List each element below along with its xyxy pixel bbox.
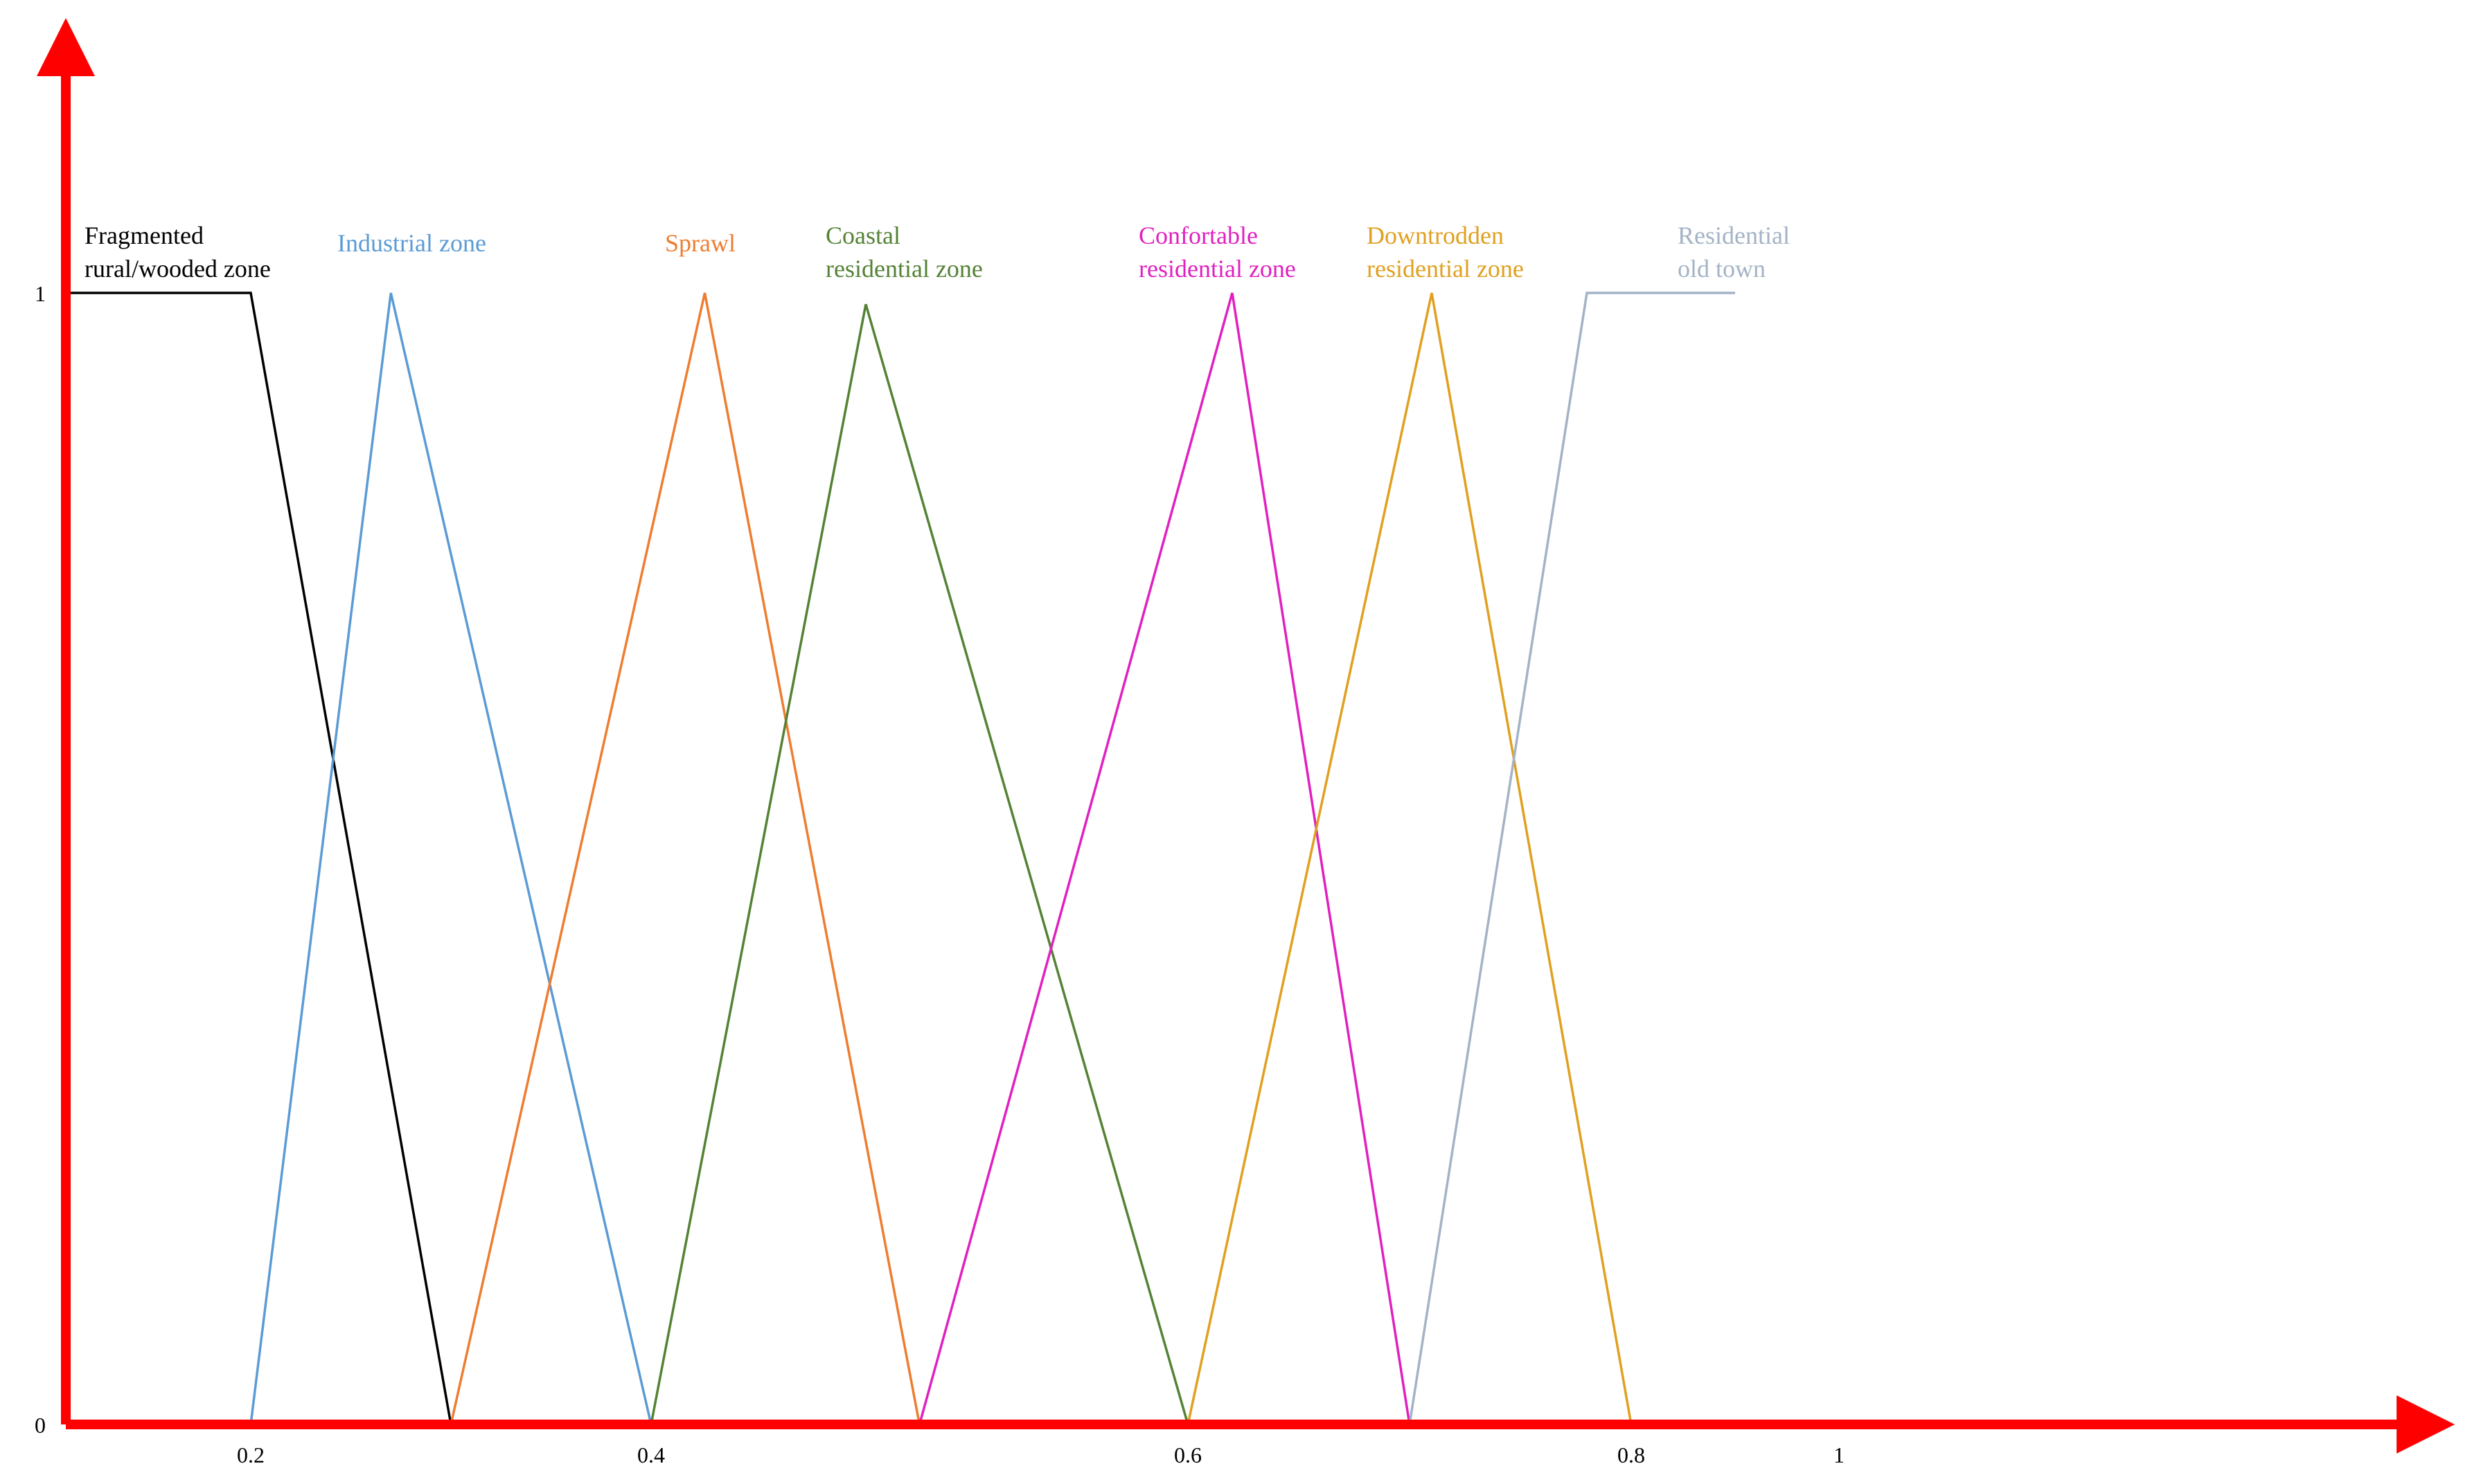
x-tick-label: 0.2: [237, 1442, 265, 1467]
series-label-line: residential zone: [826, 255, 983, 283]
series-label-2: Industrial zone: [337, 229, 486, 257]
series-label-line: residential zone: [1139, 255, 1296, 283]
series-label-line: rural/wooded zone: [85, 255, 271, 283]
series-line-2: [249, 292, 652, 1425]
series-line-3: [450, 292, 921, 1425]
x-tick-label: 0.6: [1174, 1442, 1202, 1467]
label-layer: Fragmented rural/wooded zone Industrial zo…: [85, 222, 1790, 283]
series-line-7: [1408, 292, 1735, 1425]
y-tick-label: 0: [35, 1413, 46, 1438]
series-label-line: Sprawl: [665, 229, 736, 257]
series-label-line: Fragmented: [85, 222, 204, 249]
series-label-5: Confortable residential zone: [1139, 222, 1296, 283]
series-label-line: Confortable: [1139, 222, 1258, 249]
series-label-3: Sprawl: [665, 229, 736, 257]
x-tick-label: 0.4: [637, 1442, 665, 1467]
series-label-line: Industrial zone: [337, 229, 486, 257]
series-label-line: Downtrodden: [1367, 222, 1504, 249]
series-label-1: Fragmented rural/wooded zone: [85, 222, 271, 283]
series-label-6: Downtrodden residential zone: [1367, 222, 1524, 283]
tick-layer: 0.2 0.4 0.6 0.8 1 0 1: [35, 281, 1845, 1467]
series-label-4: Coastal residential zone: [826, 222, 983, 283]
series-label-line: Coastal: [826, 222, 900, 249]
y-tick-label: 1: [35, 281, 46, 306]
series-label-line: residential zone: [1367, 255, 1524, 283]
series-label-7: Residential old town: [1678, 222, 1790, 283]
series-line-4: [650, 303, 1189, 1425]
x-tick-label: 1: [1833, 1442, 1845, 1467]
series-label-line: Residential: [1678, 222, 1790, 249]
series-line-6: [1187, 292, 1633, 1425]
series-line-1: [70, 292, 452, 1425]
x-tick-label: 0.8: [1617, 1442, 1645, 1467]
series-label-line: old town: [1678, 255, 1766, 283]
series-line-5: [918, 292, 1411, 1425]
series-layer: [70, 292, 1735, 1425]
